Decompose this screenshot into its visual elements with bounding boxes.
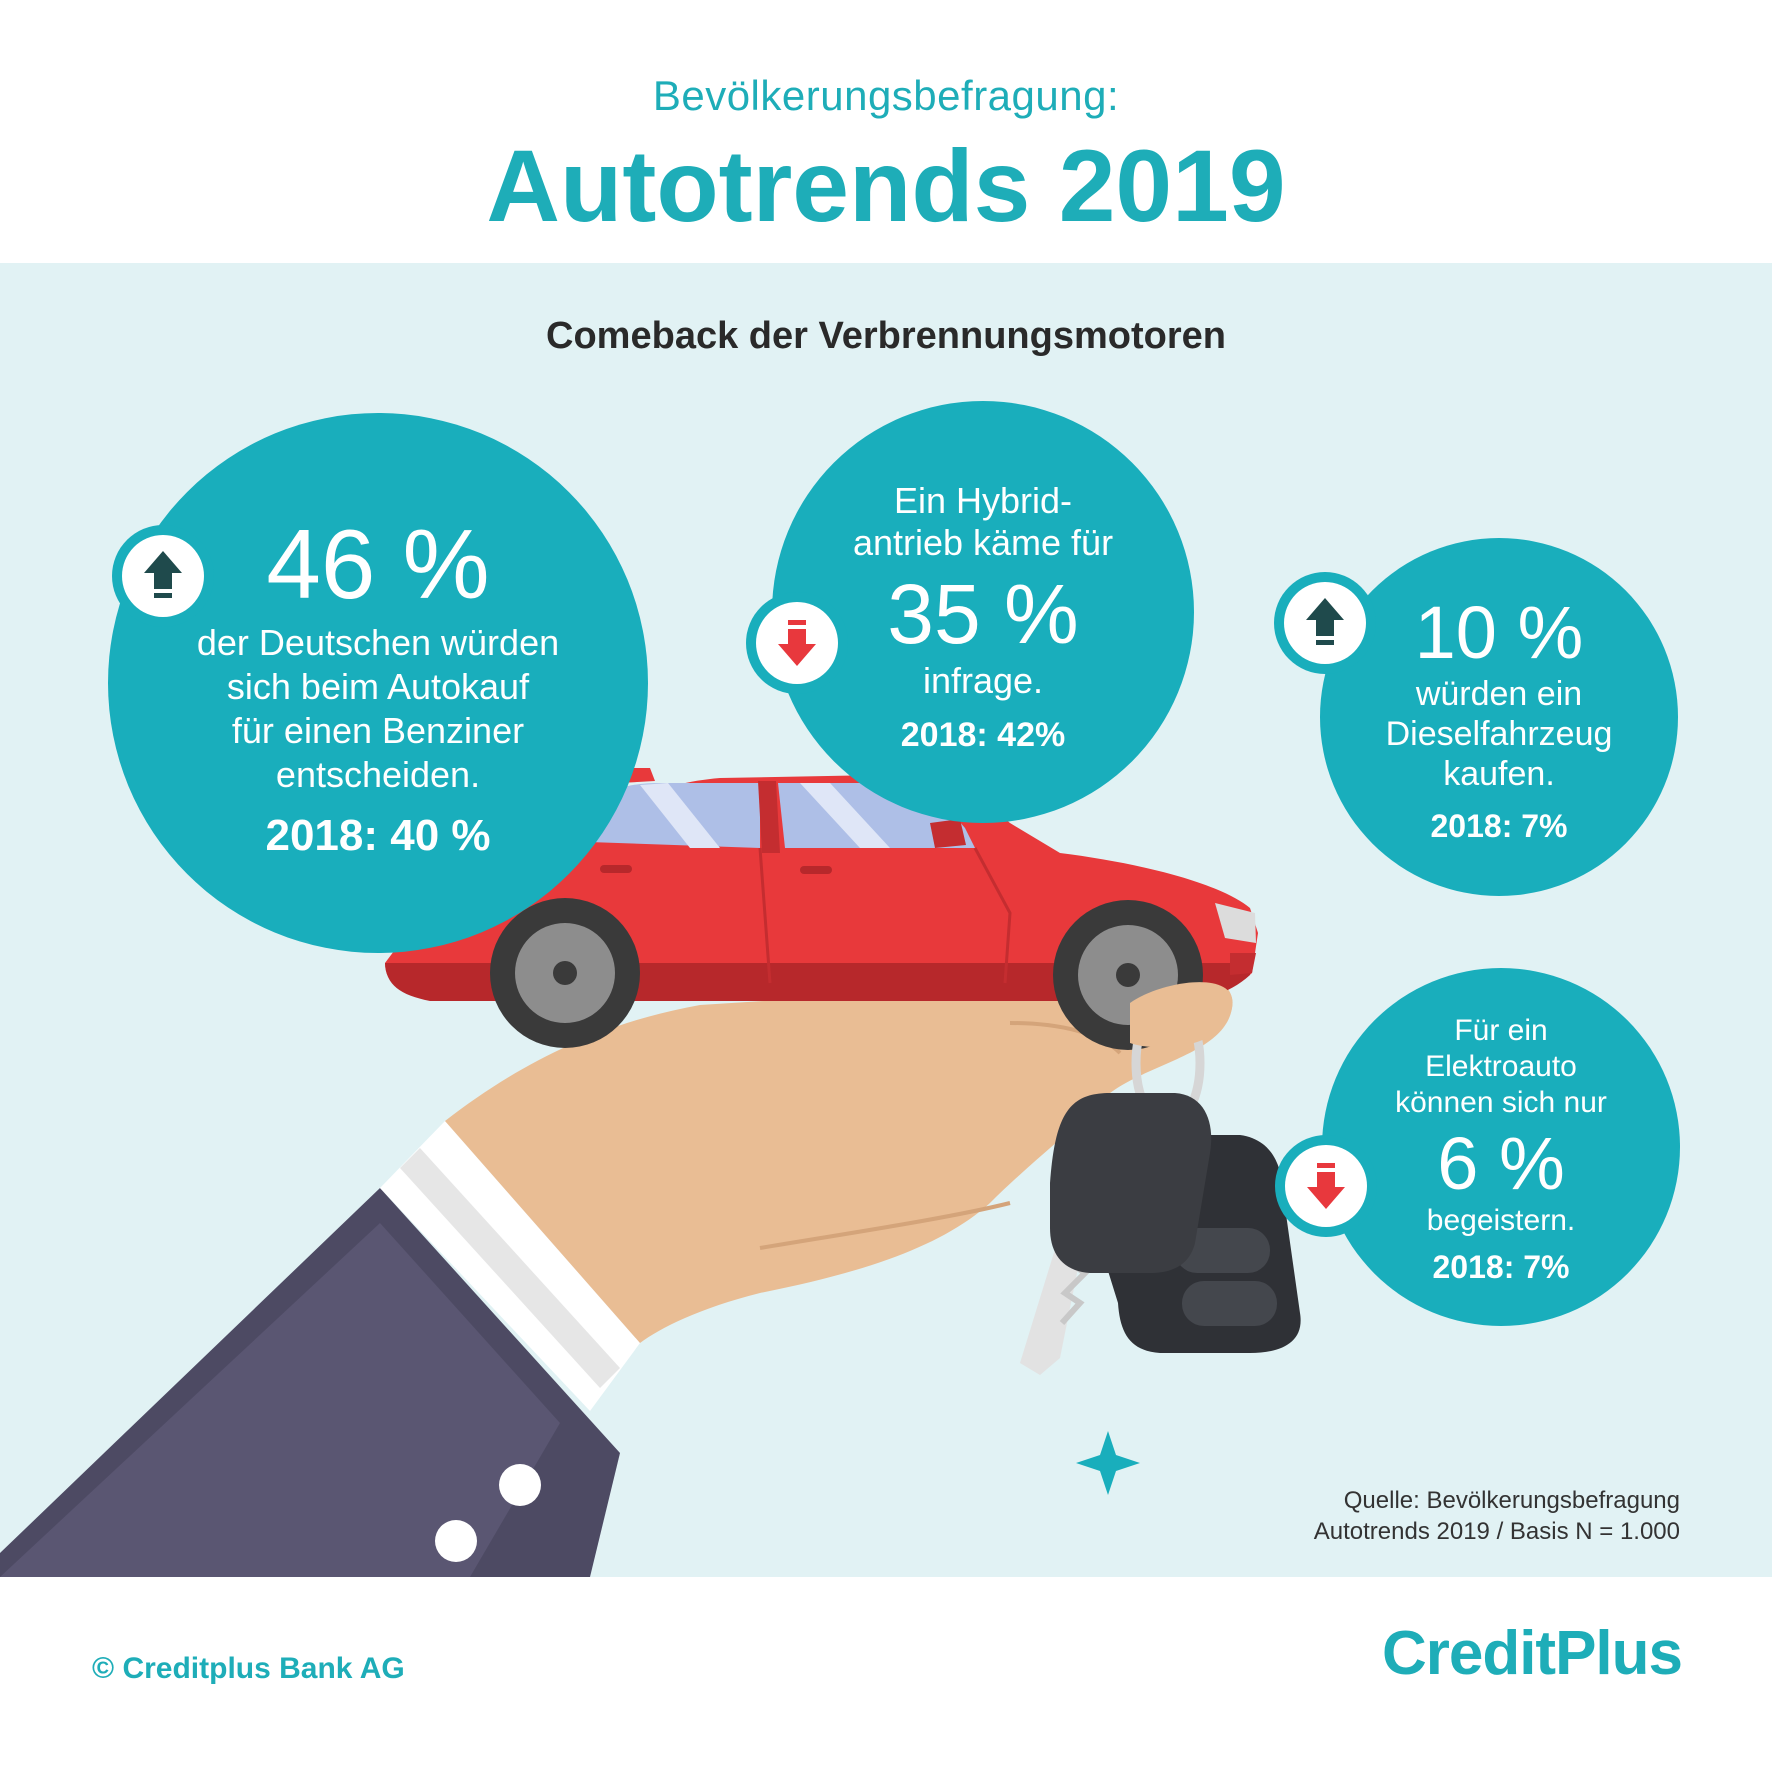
stat-hybrid-bubble: Ein Hybrid- antrieb käme für 35 % infrag…: [772, 401, 1194, 823]
creditplus-logo: CreditPlus: [1381, 1618, 1683, 1689]
stat-diesel-line1: würden ein: [1415, 674, 1583, 713]
trend-up-icon: [122, 535, 204, 617]
stat-benzin-previous: 2018: 40 %: [265, 811, 491, 860]
stat-elektro-bubble: Für ein Elektroauto können sich nur 6 % …: [1322, 968, 1680, 1326]
trend-down-icon: [1285, 1145, 1367, 1227]
stat-hybrid-value: 35 %: [887, 566, 1079, 661]
source-note: Quelle: Bevölkerungsbefragung Autotrends…: [1314, 1485, 1680, 1547]
stat-hybrid-line2: antrieb käme für: [852, 521, 1114, 563]
stat-diesel-line2: Dieselfahrzeug: [1385, 714, 1613, 753]
stat-elektro-value: 6 %: [1437, 1121, 1565, 1205]
trend-down-icon: [756, 602, 838, 684]
source-line1: Quelle: Bevölkerungsbefragung: [1343, 1487, 1680, 1514]
stat-diesel-line3: kaufen.: [1443, 754, 1555, 793]
logo-text: CreditPlus: [1381, 1619, 1683, 1688]
stat-diesel-value: 10 %: [1414, 590, 1584, 674]
stat-benzin-value: 46 %: [266, 509, 490, 619]
stat-elektro-line2: Elektroauto: [1425, 1049, 1577, 1083]
stat-benzin-line4: entscheiden.: [275, 754, 481, 795]
infographic-panel: Comeback der Verbrennungsmotoren: [0, 263, 1772, 1577]
stat-elektro-line3: können sich nur: [1395, 1085, 1607, 1119]
source-line2: Autotrends 2019 / Basis N = 1.000: [1313, 1518, 1680, 1546]
copyright: © Creditplus Bank AG: [92, 1652, 405, 1685]
stat-hybrid-line3: infrage.: [922, 659, 1044, 701]
stat-elektro-line1: Für ein: [1454, 1013, 1548, 1047]
stat-diesel-bubble: 10 % würden ein Dieselfahrzeug kaufen. 2…: [1320, 538, 1678, 896]
stat-elektro-previous: 2018: 7%: [1432, 1248, 1570, 1285]
stat-benzin-line3: für einen Benziner: [231, 710, 525, 751]
header-subtitle: Bevölkerungsbefragung:: [652, 72, 1120, 119]
stat-elektro-line4: begeistern.: [1426, 1203, 1576, 1237]
stat-hybrid-previous: 2018: 42%: [900, 715, 1066, 754]
stat-benzin-bubble: 46 % der Deutschen würden sich beim Auto…: [108, 413, 648, 953]
stat-benzin-line1: der Deutschen würden: [196, 622, 560, 663]
stat-benzin-line2: sich beim Autokauf: [226, 666, 530, 707]
stat-hybrid-line1: Ein Hybrid-: [893, 479, 1073, 521]
page-title: Autotrends 2019: [486, 129, 1286, 243]
section-title: Comeback der Verbrennungsmotoren: [546, 315, 1226, 357]
stat-diesel-previous: 2018: 7%: [1430, 807, 1568, 844]
trend-up-icon: [1284, 582, 1366, 664]
